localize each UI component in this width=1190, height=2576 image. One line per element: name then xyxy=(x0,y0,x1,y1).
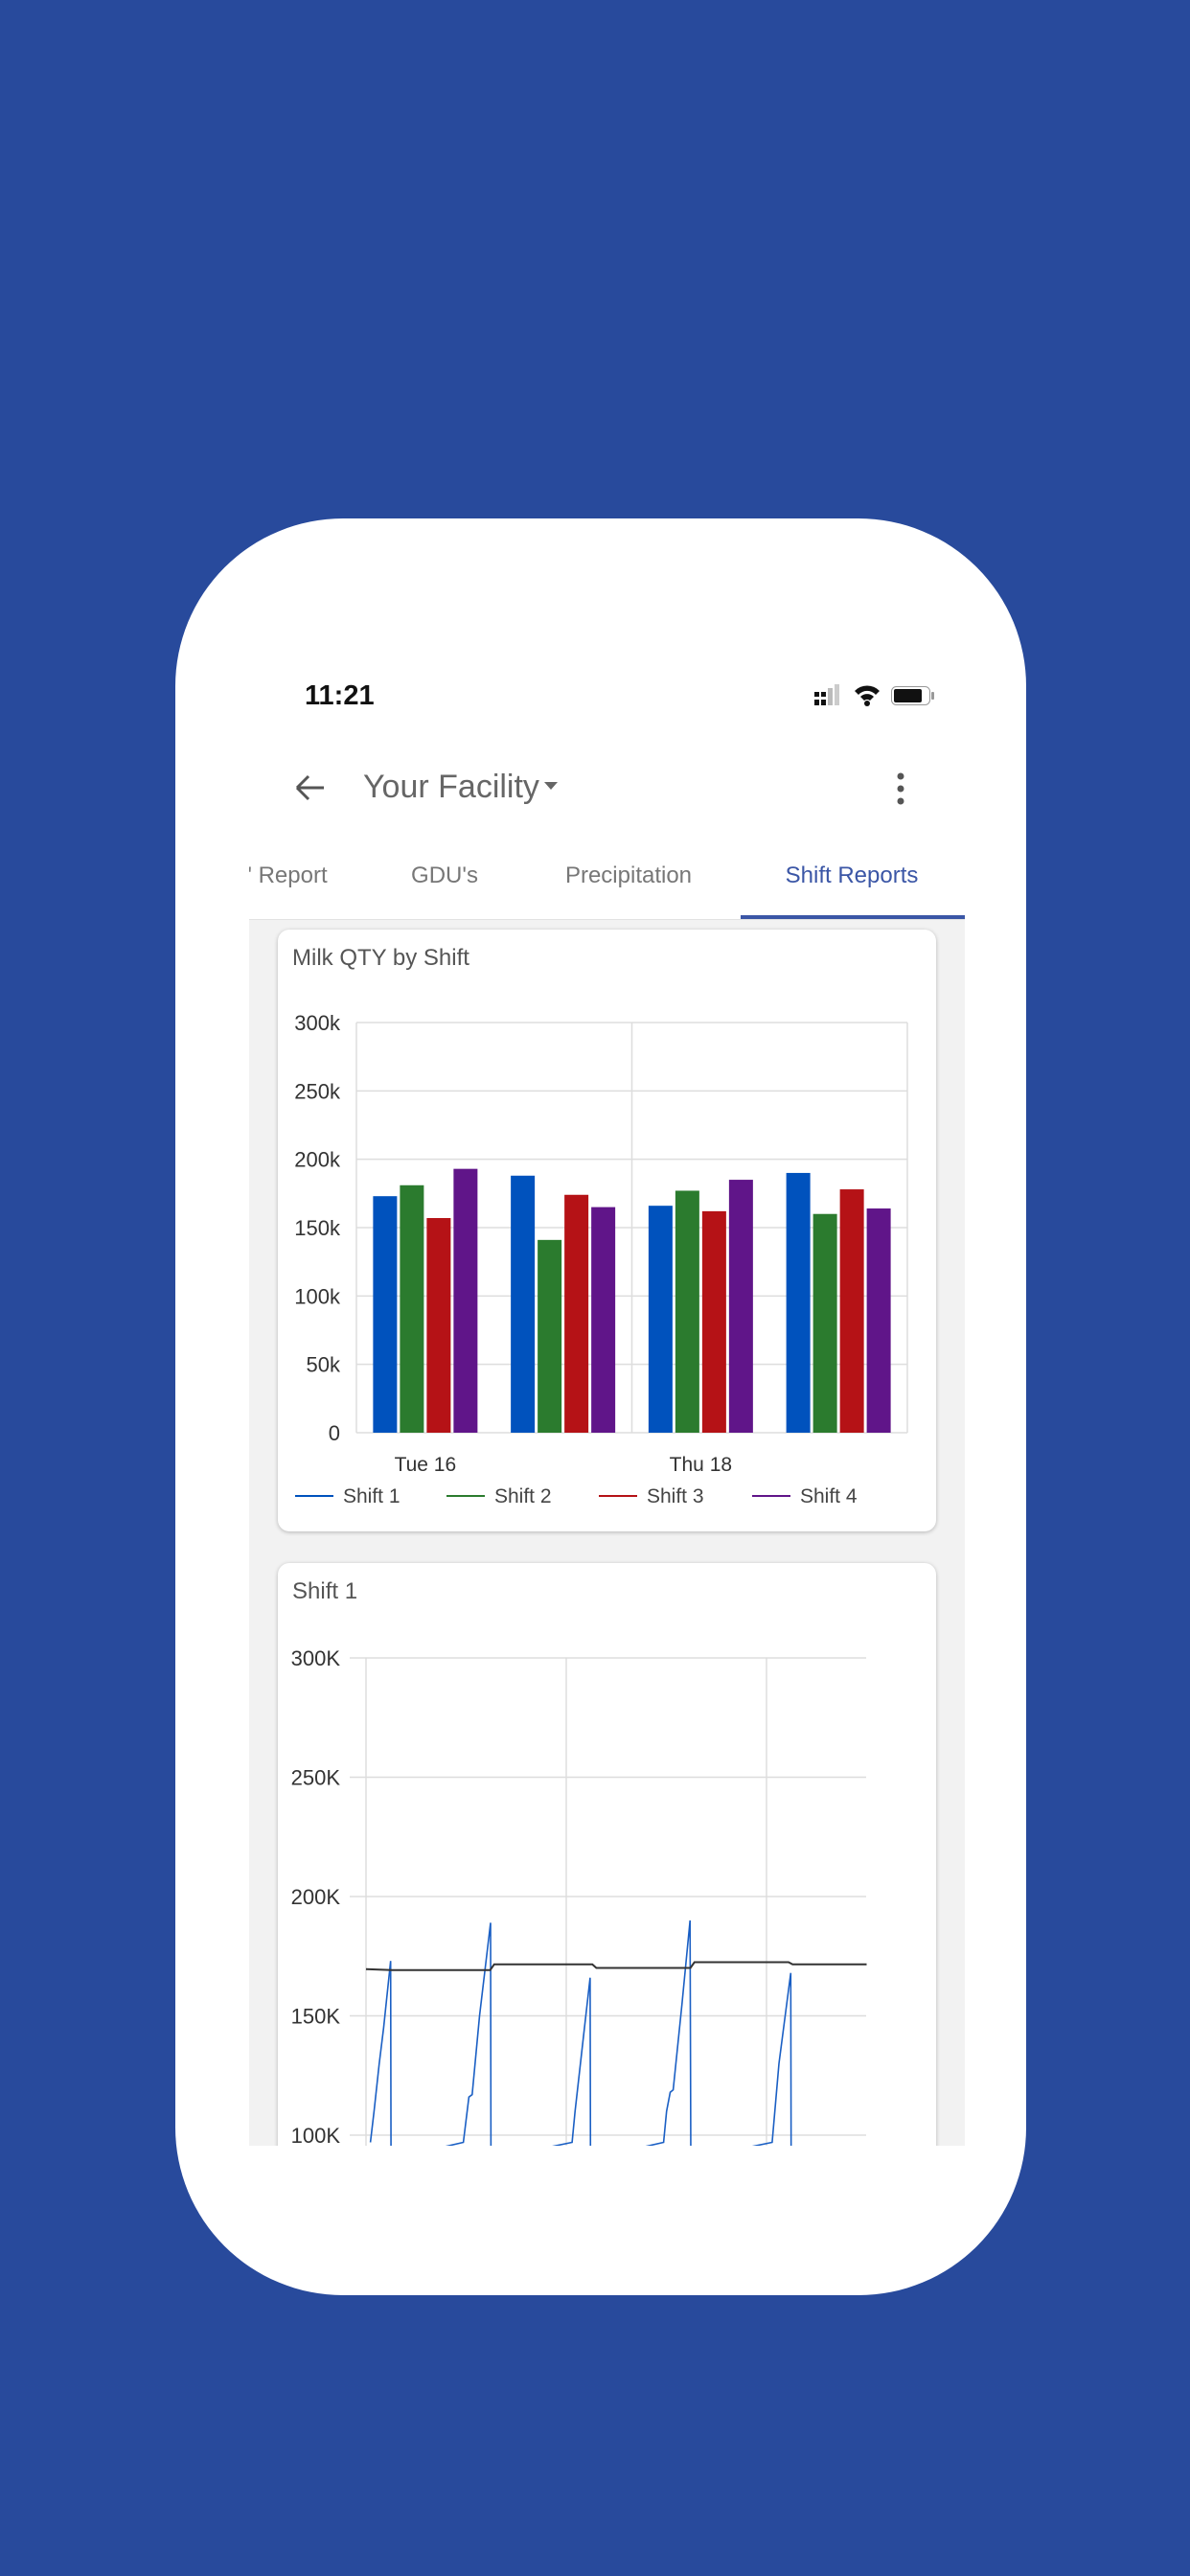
tab-shift-reports[interactable]: Shift Reports xyxy=(785,862,919,888)
bar-shift-1 xyxy=(648,1206,673,1433)
battery-icon xyxy=(891,686,934,705)
milk-qty-card: Milk QTY by Shift 0 50k 100k 150k 200k 250k 30… xyxy=(278,930,936,1531)
bar-shift-1 xyxy=(511,1175,536,1433)
shift1-card: Shift 1 100K 150K 200K 250K 300K xyxy=(278,1563,936,2146)
bar-shift-3 xyxy=(564,1194,589,1433)
legend-label: Shift 1 xyxy=(343,1485,400,1507)
legend-label: Shift 4 xyxy=(800,1485,858,1507)
y-tick-label: 250k xyxy=(294,1079,341,1103)
y-tick-label: 300k xyxy=(294,1011,341,1035)
status-time: 11:21 xyxy=(305,680,375,711)
facility-selector[interactable]: Your Facility xyxy=(363,769,539,805)
bar-shift-4 xyxy=(728,1180,753,1433)
signal-icon xyxy=(814,684,839,705)
x-tick-label: Tue 16 xyxy=(395,1454,457,1476)
bar-shift-4 xyxy=(866,1208,891,1433)
bar-shift-1 xyxy=(373,1196,398,1433)
y-tick-label: 300K xyxy=(291,1646,341,1670)
content-area[interactable]: Milk QTY by Shift 0 50k 100k 150k 200k 250k 30… xyxy=(249,920,965,2146)
legend-label: Shift 2 xyxy=(494,1485,552,1507)
tab-precipitation[interactable]: Precipitation xyxy=(564,862,693,888)
shift1-line xyxy=(369,1920,792,2146)
chart-title: Milk QTY by Shift xyxy=(292,945,469,971)
y-tick-label: 150K xyxy=(291,2005,341,2029)
bar-shift-3 xyxy=(701,1210,726,1433)
tab-gdus[interactable]: GDU's xyxy=(411,862,478,888)
y-tick-label: 200K xyxy=(291,1885,341,1909)
bar-shift-2 xyxy=(400,1184,424,1433)
tab-bar: ' Report GDU's Precipitation Shift Repor… xyxy=(249,843,965,921)
y-tick-label: 100k xyxy=(294,1284,341,1308)
active-tab-indicator xyxy=(741,915,965,919)
shift1-line-chart: 100K 150K 200K 250K 300K xyxy=(291,1646,867,2146)
wifi-icon xyxy=(855,685,880,706)
milk-qty-bar-chart: 0 50k 100k 150k 200k 250k 300k Tue 16 Thu 18 Shif… xyxy=(294,1011,908,1507)
bar-shift-2 xyxy=(538,1239,562,1433)
chart-title: Shift 1 xyxy=(292,1578,358,1604)
tab-report[interactable]: ' Report xyxy=(249,862,328,888)
status-icons xyxy=(814,684,934,706)
bar-shift-2 xyxy=(812,1213,837,1433)
bar-shift-4 xyxy=(453,1168,478,1433)
x-tick-label: Thu 18 xyxy=(670,1454,732,1476)
y-tick-label: 150k xyxy=(294,1216,341,1240)
bar-shift-3 xyxy=(839,1189,864,1433)
y-tick-label: 0 xyxy=(329,1421,340,1445)
y-tick-label: 250K xyxy=(291,1766,341,1790)
trend-line xyxy=(365,1961,867,1971)
legend-label: Shift 3 xyxy=(647,1485,704,1507)
bar-shift-3 xyxy=(426,1218,451,1433)
y-tick-label: 100K xyxy=(291,2124,341,2146)
caret-down-icon[interactable] xyxy=(544,782,558,790)
y-tick-label: 50k xyxy=(307,1353,341,1377)
arrow-left-icon[interactable] xyxy=(293,772,328,803)
bar-shift-2 xyxy=(675,1190,699,1433)
bar-shift-4 xyxy=(591,1207,616,1433)
bar-shift-1 xyxy=(786,1172,811,1433)
y-tick-label: 200k xyxy=(294,1148,341,1172)
more-vertical-icon[interactable] xyxy=(893,771,908,806)
